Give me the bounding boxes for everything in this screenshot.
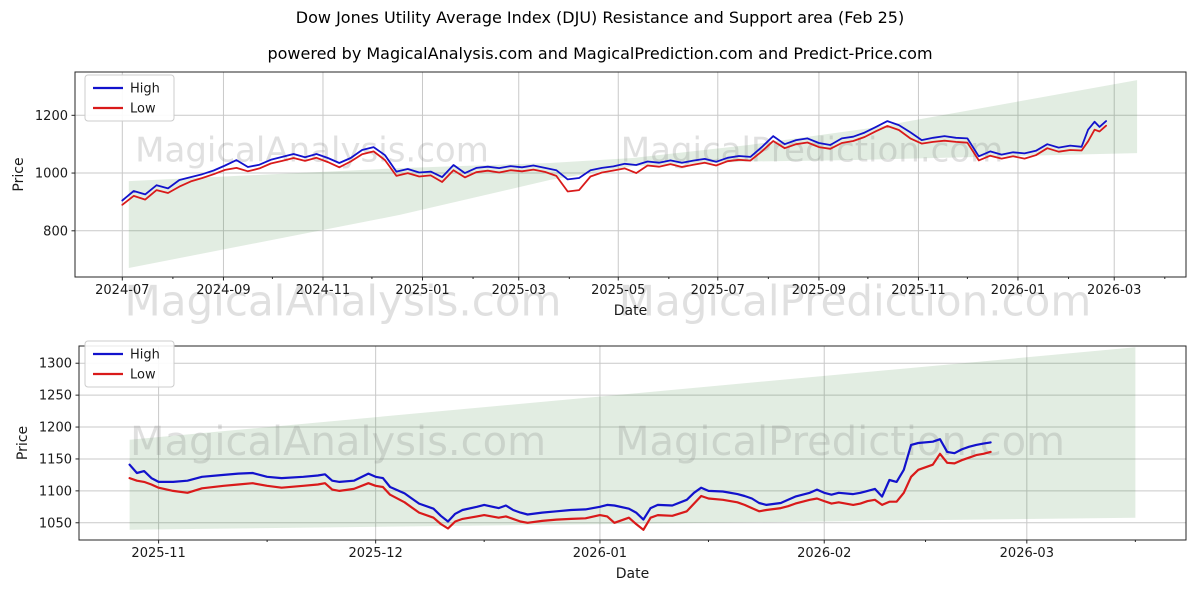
x-tick-label: 2025-12	[348, 546, 402, 561]
legend: High Low	[84, 74, 175, 122]
legend-low-label: Low	[130, 368, 156, 383]
low-line	[128, 450, 992, 531]
y-tick-label: 1050	[39, 516, 72, 531]
watermark-text: MagicalPrediction.com	[619, 277, 1092, 326]
watermark-text: MagicalAnalysis.com	[130, 419, 546, 465]
plot-border	[78, 345, 1187, 541]
y-tick-label: 1250	[39, 389, 72, 404]
legend-low-label: Low	[130, 102, 156, 117]
y-axis-label: Price	[11, 157, 27, 191]
figure-subtitle: powered by MagicalAnalysis.com and Magic…	[267, 44, 932, 63]
x-tick-label: 2026-01	[573, 546, 627, 561]
legend-high-label: High	[130, 82, 160, 97]
legend-box	[84, 74, 175, 122]
plot-border	[74, 71, 1187, 278]
y-tick-label: 1300	[39, 357, 72, 372]
x-tick-label: 2025-09	[792, 283, 846, 298]
y-tick-label: 1100	[39, 484, 72, 499]
watermark-text: MagicalAnalysis.com	[135, 131, 489, 171]
detail-price-chart: MagicalAnalysis.com MagicalPrediction.com…	[15, 340, 1187, 582]
support-resistance-band	[129, 347, 1136, 530]
high-line	[121, 120, 1107, 202]
x-tick-label: 2024-11	[296, 283, 350, 298]
y-tick-label: 800	[43, 224, 68, 239]
x-tick-label: 2025-03	[492, 283, 546, 298]
y-axis-label: Price	[15, 426, 31, 460]
high-line	[128, 438, 992, 523]
y-tick-label: 1150	[39, 452, 72, 467]
low-line	[121, 124, 1107, 206]
x-tick-label: 2025-11	[131, 546, 185, 561]
x-tick-label: 2026-01	[991, 283, 1045, 298]
x-tick-label: 2026-02	[797, 546, 851, 561]
x-tick-label: 2025-01	[395, 283, 449, 298]
legend: High Low	[84, 340, 175, 388]
x-tick-label: 2024-09	[196, 283, 250, 298]
figure-title: Dow Jones Utility Average Index (DJU) Re…	[296, 8, 904, 27]
x-tick-label: 2026-03	[1087, 283, 1141, 298]
x-axis-label: Date	[614, 303, 647, 319]
x-tick-label: 2025-07	[691, 283, 745, 298]
legend-box	[84, 340, 175, 388]
watermark-text: MagicalPrediction.com	[615, 419, 1065, 465]
x-tick-label: 2025-05	[591, 283, 645, 298]
x-tick-label: 2025-11	[891, 283, 945, 298]
support-resistance-band	[128, 80, 1138, 268]
x-tick-label: 2024-07	[95, 283, 149, 298]
x-axis-label: Date	[616, 566, 649, 582]
y-tick-label: 1200	[35, 109, 68, 124]
y-tick-label: 1200	[39, 421, 72, 436]
y-tick-label: 1000	[35, 167, 68, 182]
overview-price-chart: MagicalAnalysis.com MagicalPrediction.com…	[11, 71, 1187, 326]
x-tick-label: 2026-03	[1000, 546, 1054, 561]
watermark-text: MagicalAnalysis.com	[125, 277, 562, 326]
legend-high-label: High	[130, 348, 160, 363]
